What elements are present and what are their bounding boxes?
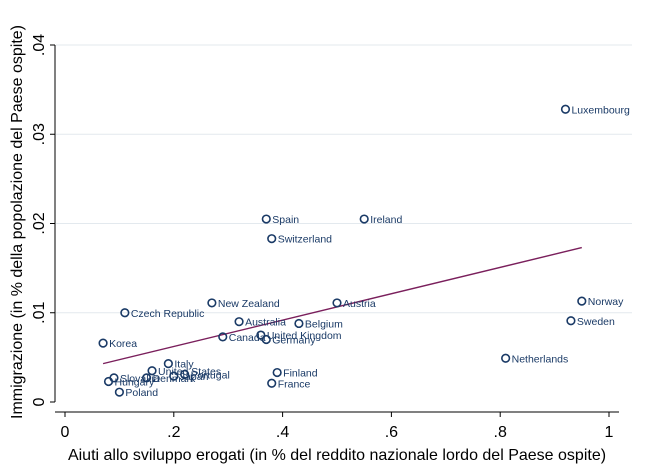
data-point-marker — [261, 334, 271, 345]
data-point-label: Ireland — [370, 214, 402, 226]
y-axis-ticks: 0 .01 .02 .03 .04 — [31, 34, 55, 406]
y-tick-label: .02 — [31, 212, 48, 234]
x-tick-label: 1 — [605, 424, 614, 441]
data-point-marker — [560, 104, 571, 114]
data-point-marker — [142, 373, 152, 383]
data-point-marker — [272, 367, 282, 378]
data-point-marker — [267, 234, 277, 244]
data-point-marker — [147, 366, 157, 376]
data-point-label: Luxembourg — [571, 104, 630, 116]
data-point-label: Belgium — [305, 318, 343, 330]
x-axis-ticks: 0 .2 .4 .6 .8 1 — [61, 412, 614, 441]
data-point-label: Poland — [125, 387, 158, 399]
data-point-label: Australia — [245, 317, 286, 329]
x-tick-label: .8 — [494, 424, 507, 441]
data-point-marker — [98, 338, 108, 348]
data-point-label: France — [278, 378, 311, 390]
x-axis-title: Aiuti allo sviluppo erogati (in % del re… — [68, 447, 606, 464]
y-axis-title: Immigrazione (in % della popolazione del… — [9, 25, 26, 419]
data-point-marker — [332, 298, 342, 308]
data-point-marker — [103, 376, 114, 387]
fit-line — [102, 246, 582, 365]
data-point-marker — [234, 317, 244, 327]
data-point-label: New Zealand — [218, 298, 280, 310]
data-point-label: Hungary — [115, 376, 155, 388]
data-point-marker — [261, 214, 271, 224]
data-point-marker — [294, 318, 304, 329]
data-point-label: United Kingdom — [267, 330, 342, 342]
data-point-label: Korea — [109, 338, 137, 350]
data-point-label: Denmark — [153, 373, 196, 385]
data-point-label: Canada — [229, 332, 266, 344]
y-tick-label: .04 — [31, 34, 48, 56]
data-point-marker — [114, 387, 124, 397]
data-point-label: Japan — [180, 371, 209, 383]
data-point-marker — [163, 359, 173, 369]
data-point-marker — [169, 371, 179, 381]
data-point-label: Germany — [272, 335, 316, 347]
data-point-label: Portugal — [191, 369, 230, 381]
data-point-label: Sweden — [577, 316, 615, 328]
data-point-label: Netherlands — [512, 353, 569, 365]
data-point-label: Finland — [283, 368, 318, 380]
data-point-marker — [207, 298, 217, 308]
gridlines — [56, 44, 632, 314]
data-point-label: Spain — [272, 214, 299, 226]
y-tick-label: 0 — [31, 397, 48, 406]
data-point-label: Czech Republic — [131, 308, 205, 320]
data-point-label: Norway — [588, 296, 624, 308]
fit-line-group — [102, 246, 582, 365]
y-tick-label: .03 — [31, 123, 48, 145]
data-point-marker — [180, 369, 190, 379]
data-point-marker — [577, 296, 587, 306]
data-point-label: Switzerland — [278, 234, 332, 246]
data-point-label: Italy — [174, 359, 194, 371]
data-points: Luxembourg Spain Ireland Switzerland New Zea… — [98, 104, 630, 399]
data-point-label: Austria — [343, 298, 376, 310]
x-tick-label: .6 — [385, 424, 398, 441]
x-tick-label: .4 — [276, 424, 289, 441]
y-tick-label: .01 — [31, 302, 48, 324]
x-tick-label: 0 — [61, 424, 70, 441]
data-point-marker — [120, 308, 130, 318]
data-point-marker — [501, 353, 511, 363]
data-point-marker — [218, 332, 228, 342]
data-point-marker — [267, 378, 277, 388]
data-point-marker — [566, 316, 576, 326]
x-tick-label: .2 — [167, 424, 180, 441]
data-point-label: United States — [158, 366, 221, 378]
data-point-marker — [359, 214, 369, 224]
data-point-marker — [256, 330, 266, 340]
